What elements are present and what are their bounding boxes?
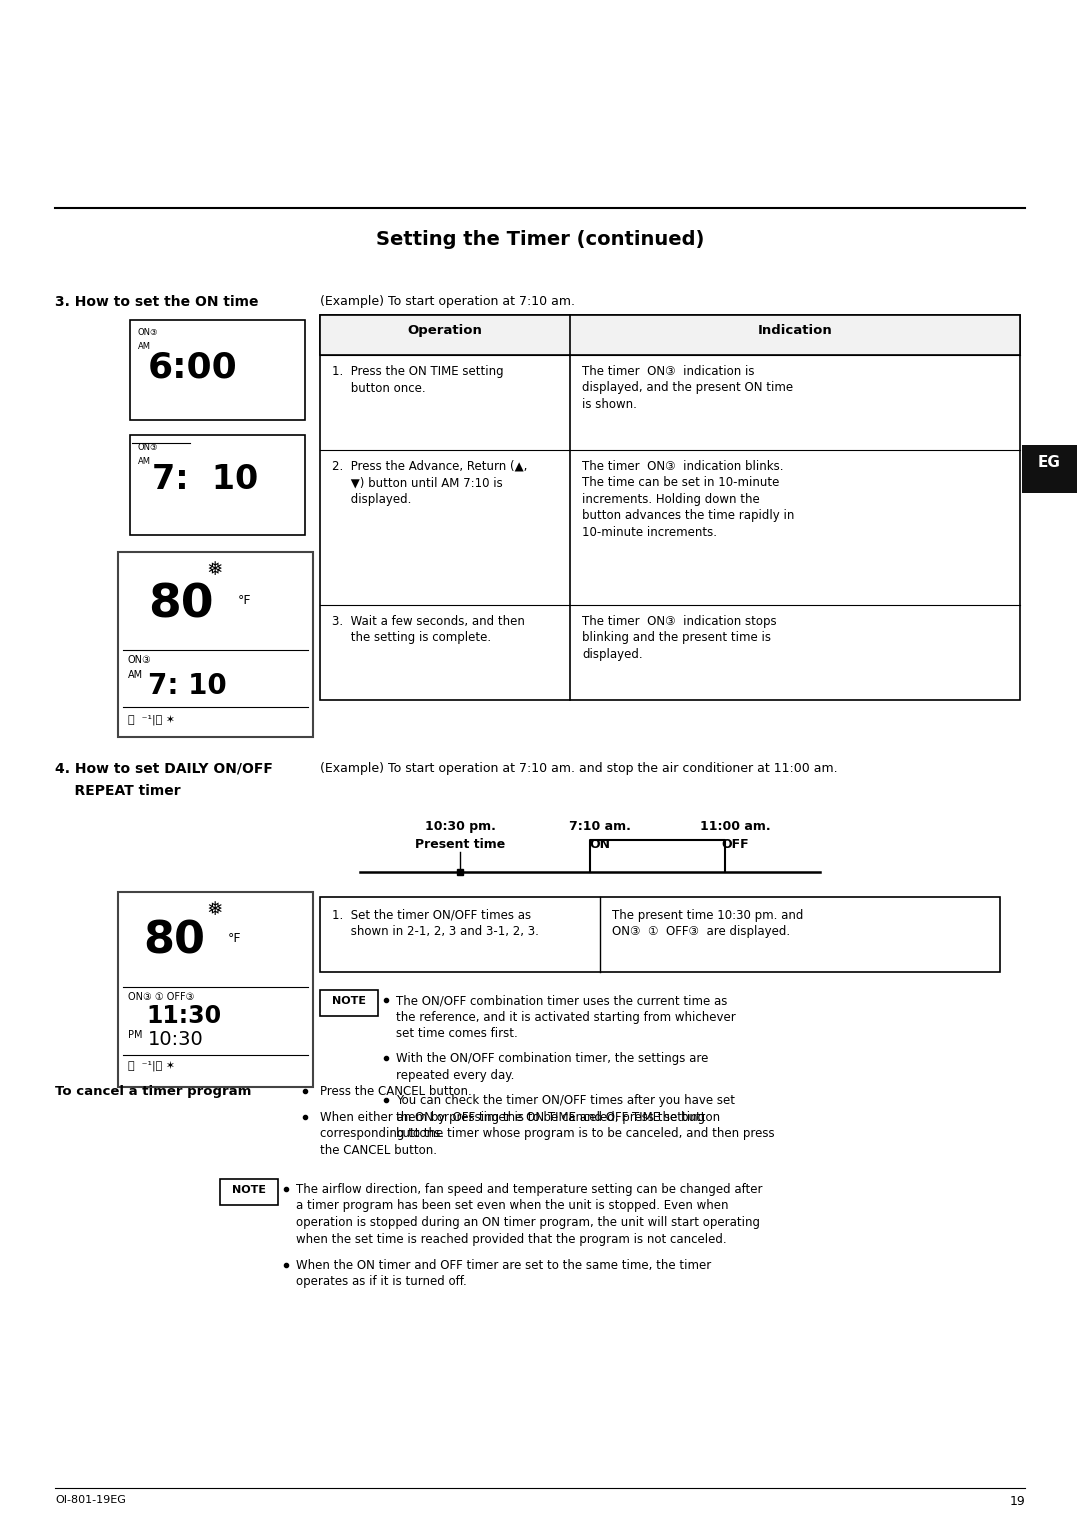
Text: 2.  Press the Advance, Return (▲,
     ▼) button until AM 7:10 is
     displayed: 2. Press the Advance, Return (▲, ▼) butt… <box>332 460 527 506</box>
Text: Press the CANCEL button.: Press the CANCEL button. <box>320 1085 472 1099</box>
Text: The airflow direction, fan speed and temperature setting can be changed after
a : The airflow direction, fan speed and tem… <box>296 1183 762 1245</box>
Text: The timer  ON③  indication is
displayed, and the present ON time
is shown.: The timer ON③ indication is displayed, a… <box>582 365 793 411</box>
Text: ON③: ON③ <box>129 656 152 665</box>
Text: ON: ON <box>590 837 610 851</box>
Text: ❅: ❅ <box>206 900 224 918</box>
Text: The timer  ON③  indication blinks.
The time can be set in 10-minute
increments. : The timer ON③ indication blinks. The tim… <box>582 460 795 539</box>
Text: 80: 80 <box>148 582 214 626</box>
Text: ON③: ON③ <box>138 443 159 452</box>
Text: NOTE: NOTE <box>232 1186 266 1195</box>
Bar <box>118 552 313 736</box>
Text: Present time: Present time <box>415 837 505 851</box>
Text: The timer  ON③  indication stops
blinking and the present time is
displayed.: The timer ON③ indication stops blinking … <box>582 614 777 662</box>
Text: 11:00 am.: 11:00 am. <box>700 821 770 833</box>
Text: 4. How to set DAILY ON/OFF: 4. How to set DAILY ON/OFF <box>55 762 273 776</box>
Text: The ON/OFF combination timer uses the current time as
the reference, and it is a: The ON/OFF combination timer uses the cu… <box>396 995 735 1041</box>
Text: ❅: ❅ <box>206 559 224 579</box>
Text: 7:10 am.: 7:10 am. <box>569 821 631 833</box>
Text: When either an ON or OFF timer is to be canceled, press the button
corresponding: When either an ON or OFF timer is to be … <box>320 1111 774 1157</box>
Text: NOTE: NOTE <box>332 996 366 1005</box>
Text: 3. How to set the ON time: 3. How to set the ON time <box>55 295 258 309</box>
Text: 1.  Set the timer ON/OFF times as
     shown in 2-1, 2, 3 and 3-1, 2, 3.: 1. Set the timer ON/OFF times as shown i… <box>332 909 539 938</box>
Text: 10:30: 10:30 <box>148 1030 204 1050</box>
Text: With the ON/OFF combination timer, the settings are
repeated every day.: With the ON/OFF combination timer, the s… <box>396 1051 708 1082</box>
Text: Indication: Indication <box>758 324 833 338</box>
Bar <box>130 435 305 535</box>
Text: °F: °F <box>238 594 252 607</box>
Text: (Example) To start operation at 7:10 am. and stop the air conditioner at 11:00 a: (Example) To start operation at 7:10 am.… <box>320 762 838 775</box>
Text: 19: 19 <box>1009 1494 1025 1508</box>
Text: AM: AM <box>138 457 151 466</box>
Text: When the ON timer and OFF timer are set to the same time, the timer
operates as : When the ON timer and OFF timer are set … <box>296 1259 712 1288</box>
Text: Ⓐ  ⁻¹|Ⓐ ✶: Ⓐ ⁻¹|Ⓐ ✶ <box>129 714 175 724</box>
Bar <box>320 990 378 1016</box>
Text: Setting the Timer (continued): Setting the Timer (continued) <box>376 231 704 249</box>
Text: PM: PM <box>129 1030 143 1041</box>
Text: You can check the timer ON/OFF times after you have set
them by pressing the ON : You can check the timer ON/OFF times aft… <box>396 1094 735 1140</box>
Bar <box>320 315 1020 700</box>
Bar <box>1022 445 1077 494</box>
Text: EG: EG <box>1038 455 1061 471</box>
Text: 7:  10: 7: 10 <box>152 463 258 497</box>
Text: 1.  Press the ON TIME setting
     button once.: 1. Press the ON TIME setting button once… <box>332 365 503 394</box>
Bar <box>130 319 305 420</box>
Text: To cancel a timer program: To cancel a timer program <box>55 1085 252 1099</box>
Text: OFF: OFF <box>721 837 748 851</box>
Text: Ⓐ  ⁻¹|Ⓐ ✶: Ⓐ ⁻¹|Ⓐ ✶ <box>129 1060 175 1071</box>
Text: 7: 10: 7: 10 <box>148 672 227 700</box>
Text: REPEAT timer: REPEAT timer <box>55 784 180 798</box>
Text: °F: °F <box>228 932 242 944</box>
Text: ON③: ON③ <box>138 329 159 338</box>
Text: OI-801-19EG: OI-801-19EG <box>55 1494 126 1505</box>
Text: 10:30 pm.: 10:30 pm. <box>424 821 496 833</box>
Text: Operation: Operation <box>407 324 483 338</box>
Text: 3.  Wait a few seconds, and then
     the setting is complete.: 3. Wait a few seconds, and then the sett… <box>332 614 525 645</box>
Bar <box>320 315 1020 354</box>
Text: 80: 80 <box>143 920 205 963</box>
Text: The present time 10:30 pm. and
ON③  ①  OFF③  are displayed.: The present time 10:30 pm. and ON③ ① OFF… <box>612 909 804 938</box>
Text: 11:30: 11:30 <box>146 1004 221 1028</box>
Text: AM: AM <box>138 342 151 351</box>
Bar <box>118 892 313 1086</box>
Text: (Example) To start operation at 7:10 am.: (Example) To start operation at 7:10 am. <box>320 295 575 309</box>
Text: AM: AM <box>129 669 144 680</box>
Text: 6:00: 6:00 <box>148 350 238 384</box>
Text: ON③ ① OFF③: ON③ ① OFF③ <box>129 992 194 1002</box>
Bar <box>220 1180 278 1206</box>
Bar <box>320 897 1000 972</box>
